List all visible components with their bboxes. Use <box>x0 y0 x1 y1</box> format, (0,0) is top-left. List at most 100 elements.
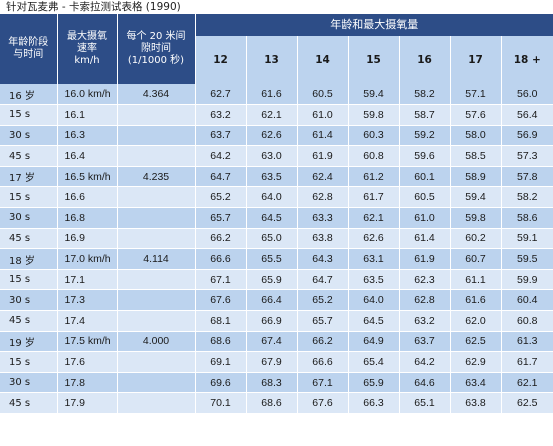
vo2-value-cell: 57.8 <box>501 166 553 188</box>
interval-cell <box>117 310 196 332</box>
vo2-value-cell: 58.2 <box>399 84 451 106</box>
stage-cell: 45 s <box>0 392 58 414</box>
table-row: 16 岁 16.0 km/h 4.364 62.7 61.6 60.5 59.4 58.2 57… <box>0 84 553 106</box>
vo2-value-cell: 60.5 <box>399 186 451 209</box>
stage-cell: 30 s <box>0 289 58 312</box>
vo2-value-cell: 63.8 <box>450 392 502 414</box>
vo2-value-cell: 63.2 <box>399 310 451 332</box>
vo2-value-cell: 63.2 <box>195 104 247 126</box>
vo2-value-cell: 66.6 <box>195 248 247 270</box>
vo2-value-cell: 63.7 <box>399 331 451 353</box>
vo2-value-cell: 65.9 <box>348 372 400 394</box>
speed-cell: 16.8 <box>57 207 118 229</box>
vo2-value-cell: 62.7 <box>195 84 247 106</box>
speed-cell: 17.0 km/h <box>57 248 118 270</box>
header-age-4: 16 <box>399 36 451 84</box>
speed-cell: 17.4 <box>57 310 118 332</box>
vo2-value-cell: 62.1 <box>501 372 553 394</box>
vo2-value-cell: 61.4 <box>399 228 451 250</box>
header-age-6: 18 + <box>501 36 553 84</box>
interval-cell <box>117 228 196 250</box>
vo2-value-cell: 58.2 <box>501 186 553 209</box>
vo2-value-cell: 65.2 <box>297 289 349 312</box>
vo2-value-cell: 60.7 <box>450 248 502 270</box>
vo2-value-cell: 66.3 <box>348 392 400 414</box>
stage-cell: 15 s <box>0 351 58 373</box>
vo2-value-cell: 59.9 <box>501 269 553 291</box>
vo2-value-cell: 61.3 <box>501 331 553 353</box>
vo2-value-cell: 67.4 <box>246 331 298 353</box>
vo2-value-cell: 57.6 <box>450 104 502 126</box>
vo2-value-cell: 59.1 <box>501 228 553 250</box>
vo2-value-cell: 58.6 <box>501 207 553 229</box>
speed-cell: 16.1 <box>57 104 118 126</box>
interval-cell <box>117 289 196 312</box>
vo2-value-cell: 61.0 <box>399 207 451 229</box>
vo2-value-cell: 60.1 <box>399 166 451 188</box>
header-age-1: 13 <box>246 36 298 84</box>
interval-cell: 4.364 <box>117 84 196 106</box>
vo2-value-cell: 67.6 <box>195 289 247 312</box>
vo2-value-cell: 62.1 <box>246 104 298 126</box>
vo2-value-cell: 58.5 <box>450 145 502 167</box>
vo2-value-cell: 60.4 <box>501 289 553 312</box>
stage-cell: 16 岁 <box>0 84 58 106</box>
stage-cell: 45 s <box>0 145 58 167</box>
stage-cell: 30 s <box>0 207 58 229</box>
vo2-value-cell: 57.3 <box>501 145 553 167</box>
vo2-value-cell: 64.9 <box>348 331 400 353</box>
header-age-2: 14 <box>297 36 349 84</box>
table-row: 45 s 16.4 64.2 63.0 61.9 60.8 59.6 58.5 57.3 <box>0 145 553 167</box>
vo2-value-cell: 61.7 <box>348 186 400 209</box>
stage-cell: 19 岁 <box>0 331 58 353</box>
vo2-value-cell: 62.5 <box>450 331 502 353</box>
vo2-value-cell: 60.5 <box>297 84 349 106</box>
vo2-value-cell: 67.9 <box>246 351 298 373</box>
vo2-value-cell: 65.1 <box>399 392 451 414</box>
vo2-value-cell: 65.2 <box>195 186 247 209</box>
vo2-value-cell: 62.9 <box>450 351 502 373</box>
vo2-value-cell: 63.7 <box>195 125 247 147</box>
vo2-value-cell: 61.4 <box>297 125 349 147</box>
vo2-value-cell: 63.4 <box>450 372 502 394</box>
speed-cell: 16.0 km/h <box>57 84 118 106</box>
vo2-value-cell: 58.9 <box>450 166 502 188</box>
vo2-value-cell: 68.6 <box>246 392 298 414</box>
vo2-value-cell: 59.6 <box>399 145 451 167</box>
vo2-value-cell: 62.8 <box>399 289 451 312</box>
vo2-value-cell: 64.5 <box>246 207 298 229</box>
table-row: 18 岁 17.0 km/h 4.114 66.6 65.5 64.3 63.1 61.9 60… <box>0 248 553 270</box>
age-header-row: 12 13 14 15 16 17 18 + <box>0 36 553 84</box>
stage-cell: 30 s <box>0 372 58 394</box>
table-row: 15 s 17.1 67.1 65.9 64.7 63.5 62.3 61.1 59.9 <box>0 269 553 291</box>
vo2-value-cell: 59.4 <box>348 84 400 106</box>
vo2-value-cell: 65.7 <box>195 207 247 229</box>
stage-cell: 45 s <box>0 228 58 250</box>
interval-cell <box>117 269 196 291</box>
vo2-value-cell: 63.5 <box>246 166 298 188</box>
table-row: 45 s 17.9 70.1 68.6 67.6 66.3 65.1 63.8 62.5 <box>0 392 553 414</box>
speed-cell: 16.5 km/h <box>57 166 118 188</box>
vo2-value-cell: 63.1 <box>348 248 400 270</box>
interval-cell <box>117 125 196 147</box>
interval-cell <box>117 145 196 167</box>
vo2-value-cell: 63.5 <box>348 269 400 291</box>
vo2-value-cell: 62.8 <box>297 186 349 209</box>
table-row: 30 s 16.8 65.7 64.5 63.3 62.1 61.0 59.8 58.6 <box>0 207 553 229</box>
speed-cell: 17.1 <box>57 269 118 291</box>
vo2-value-cell: 61.6 <box>246 84 298 106</box>
header-age-3: 15 <box>348 36 400 84</box>
vo2-value-cell: 64.7 <box>195 166 247 188</box>
vo2-value-cell: 68.6 <box>195 331 247 353</box>
interval-cell <box>117 392 196 414</box>
vo2-value-cell: 66.2 <box>195 228 247 250</box>
table-row: 30 s 16.3 63.7 62.6 61.4 60.3 59.2 58.0 56.9 <box>0 125 553 147</box>
stage-cell: 15 s <box>0 269 58 291</box>
vo2-value-cell: 60.8 <box>348 145 400 167</box>
table-row: 17 岁 16.5 km/h 4.235 64.7 63.5 62.4 61.2 60.1 58… <box>0 166 553 188</box>
stage-cell: 30 s <box>0 125 58 147</box>
table-row: 15 s 17.6 69.1 67.9 66.6 65.4 64.2 62.9 61.7 <box>0 351 553 373</box>
vo2-value-cell: 61.9 <box>399 248 451 270</box>
vo2-value-cell: 60.2 <box>450 228 502 250</box>
header-age-5: 17 <box>450 36 502 84</box>
